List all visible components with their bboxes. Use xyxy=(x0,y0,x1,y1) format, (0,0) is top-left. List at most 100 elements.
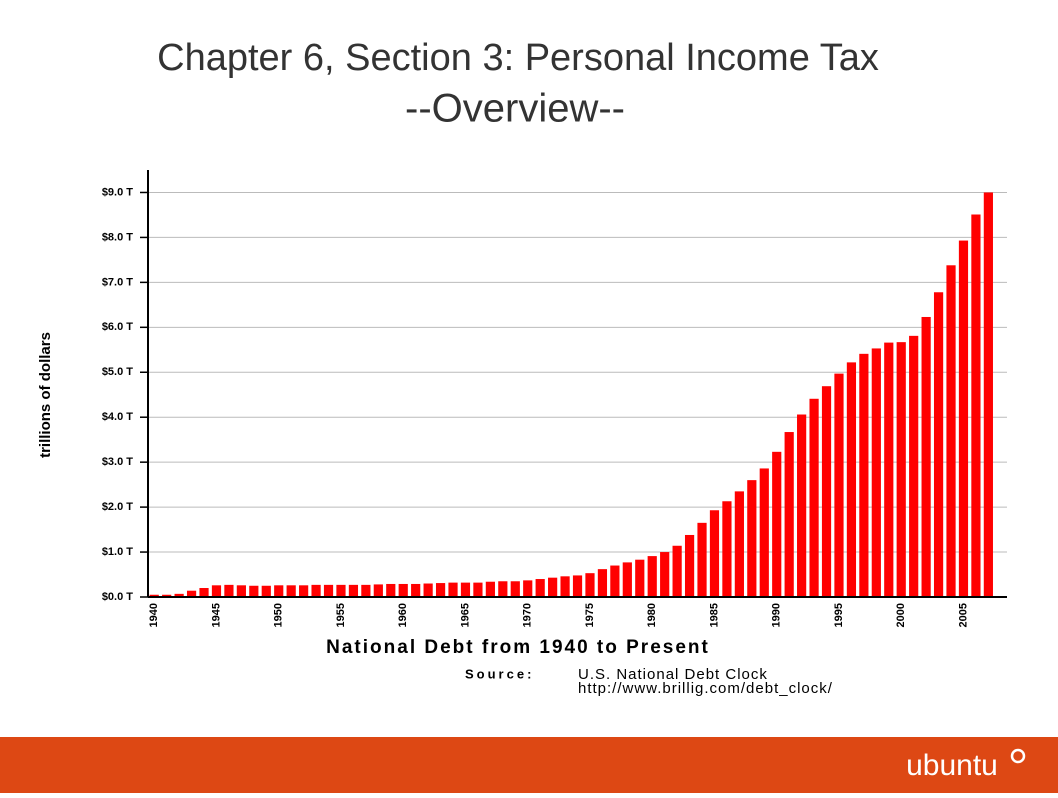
slide-title: Chapter 6, Section 3: Personal Income Ta… xyxy=(157,37,879,79)
bar xyxy=(473,582,483,597)
bar xyxy=(498,581,508,597)
bar xyxy=(423,583,433,597)
bar xyxy=(560,576,570,597)
bar xyxy=(311,584,321,597)
bar xyxy=(299,585,309,597)
bar xyxy=(348,584,359,597)
bar xyxy=(398,583,408,597)
x-tick-label: 2005 xyxy=(957,603,969,627)
bar xyxy=(921,316,931,597)
bar xyxy=(747,480,757,597)
bar xyxy=(435,583,446,597)
bar xyxy=(896,342,906,597)
bar xyxy=(510,581,520,597)
source-url: http://www.brillig.com/debt_clock/ xyxy=(578,680,833,697)
bar xyxy=(361,584,371,597)
bar xyxy=(784,432,794,597)
chart: $0.0 T $1.0 T $2.0 T $3.0 T $4.0 T $5.0 T $6.0… xyxy=(102,170,1007,627)
bar xyxy=(759,468,769,597)
bar xyxy=(821,386,832,597)
bar xyxy=(709,510,720,597)
x-tick-label: 1980 xyxy=(646,603,658,627)
bar xyxy=(585,573,595,597)
bar xyxy=(971,214,981,597)
x-axis-label: National Debt from 1940 to Present xyxy=(326,637,710,658)
bar xyxy=(174,593,184,597)
bar xyxy=(884,342,894,597)
slide-subtitle: --Overview-- xyxy=(405,87,625,131)
bar xyxy=(199,588,209,597)
x-tick-label: 1950 xyxy=(273,603,285,627)
bar xyxy=(909,335,919,597)
x-tick-label: 1970 xyxy=(522,603,534,627)
bar xyxy=(336,584,346,597)
bar xyxy=(211,585,222,597)
x-tick-label: 1960 xyxy=(397,603,409,627)
bar xyxy=(834,373,844,597)
x-tick-label: 1955 xyxy=(335,603,347,627)
bar xyxy=(622,562,632,597)
bar xyxy=(946,265,956,597)
y-tick-label: $2.0 T xyxy=(102,501,133,513)
bar xyxy=(958,240,969,597)
bar xyxy=(162,594,172,597)
y-tick-label: $8.0 T xyxy=(102,231,133,243)
bar xyxy=(286,585,296,597)
bar xyxy=(261,585,271,597)
bar xyxy=(448,582,458,597)
x-tick-label: 1945 xyxy=(210,603,222,627)
bar xyxy=(323,584,334,597)
bar xyxy=(797,414,807,597)
x-tick-label: 1985 xyxy=(708,603,720,627)
y-tick-label: $9.0 T xyxy=(102,186,133,198)
y-tick-label: $6.0 T xyxy=(102,321,133,333)
bar xyxy=(249,585,259,597)
source-label: Source: xyxy=(465,666,534,681)
bar xyxy=(722,501,732,597)
bar xyxy=(697,522,707,597)
bar xyxy=(933,292,944,597)
y-tick-label: $5.0 T xyxy=(102,366,133,378)
bar xyxy=(485,581,495,597)
bar xyxy=(672,545,682,597)
bar xyxy=(647,556,657,597)
source: U.S. National Debt Clock xyxy=(578,666,768,683)
bar xyxy=(411,583,421,597)
bar xyxy=(548,577,558,597)
bar xyxy=(572,575,583,597)
footer-bar xyxy=(0,737,1058,793)
x-tick-label: 1940 xyxy=(148,603,160,627)
bar xyxy=(186,590,197,597)
bar xyxy=(610,565,620,597)
bar xyxy=(871,348,881,597)
y-tick-label: $0.0 T xyxy=(102,591,133,603)
bar xyxy=(386,583,396,597)
bar xyxy=(635,559,645,597)
brand-logo xyxy=(1010,748,1026,764)
footer-brand: ubuntu xyxy=(906,749,998,782)
x-tick-label: 1975 xyxy=(584,603,596,627)
x-tick-label: 2000 xyxy=(895,603,907,627)
bar xyxy=(809,398,819,597)
bar xyxy=(224,584,234,597)
bar xyxy=(460,582,471,597)
bar xyxy=(236,585,246,597)
bar xyxy=(274,585,284,597)
bar xyxy=(734,491,744,597)
bar xyxy=(597,569,608,597)
bar xyxy=(373,584,383,597)
y-axis-label: trillions of dollars xyxy=(37,332,54,458)
y-tick-label: $3.0 T xyxy=(102,456,133,468)
bar xyxy=(149,594,159,597)
bar xyxy=(983,192,993,597)
y-tick-label: $1.0 T xyxy=(102,546,133,558)
bar xyxy=(523,580,533,597)
y-tick-label: $7.0 T xyxy=(102,276,133,288)
y-tick-label: $4.0 T xyxy=(102,411,133,423)
bar xyxy=(660,552,670,597)
bar xyxy=(772,451,782,597)
x-tick-label: 1995 xyxy=(833,603,845,627)
bar xyxy=(684,534,695,597)
